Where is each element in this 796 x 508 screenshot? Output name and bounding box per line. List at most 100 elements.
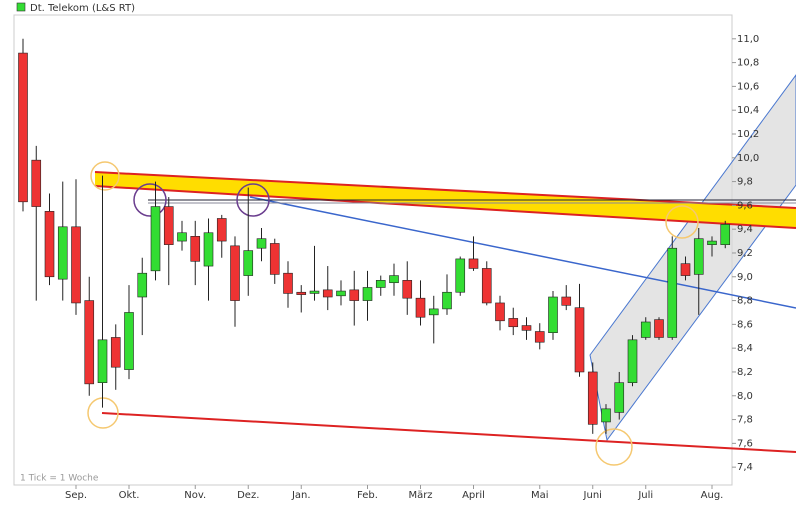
y-tick-label: 9,0 — [737, 272, 753, 283]
candle-body — [614, 382, 625, 413]
candle-body — [296, 291, 307, 295]
candle-body — [190, 236, 201, 262]
candle-body — [177, 232, 187, 242]
y-tick-label: 9,6 — [737, 200, 753, 211]
candle-body — [521, 325, 532, 331]
candle-body — [654, 319, 664, 338]
candle-body — [336, 290, 346, 297]
candle-body — [137, 272, 148, 298]
candle-body — [495, 302, 505, 322]
x-tick-label: Nov. — [184, 490, 206, 501]
candle-body — [640, 321, 651, 338]
y-tick-label: 10,2 — [737, 129, 759, 140]
candle-body — [428, 308, 439, 316]
candle-body — [693, 238, 704, 275]
candle-body — [468, 258, 479, 269]
marker-circle — [236, 183, 270, 217]
y-tick-label: 11,0 — [737, 34, 759, 45]
y-tick-label: 7,8 — [737, 415, 753, 426]
y-tick-label: 10,0 — [737, 153, 759, 164]
candle-body — [283, 272, 293, 294]
y-tick-label: 9,2 — [737, 248, 753, 259]
y-tick-label: 8,0 — [737, 391, 753, 402]
trend-line — [101, 412, 796, 453]
y-tick-label: 10,4 — [737, 105, 759, 116]
candle-body — [269, 243, 280, 275]
drawings — [87, 74, 796, 466]
y-tick-label: 9,8 — [737, 177, 753, 188]
x-tick-label: Sep. — [65, 490, 87, 501]
candle-body — [57, 226, 68, 280]
x-tick-label: Dez. — [237, 490, 259, 501]
candle-body — [110, 337, 121, 368]
candle-body — [534, 331, 545, 343]
candles — [18, 38, 731, 434]
x-tick-label: Mai — [531, 490, 549, 501]
marker-circle — [133, 183, 167, 217]
x-tick-label: März — [408, 490, 432, 501]
candle-body — [362, 287, 373, 301]
candle-body — [97, 339, 108, 383]
candle-body — [561, 296, 572, 306]
candle-body — [415, 297, 426, 318]
x-tick-label: Jan. — [291, 490, 311, 501]
candle-body — [455, 258, 466, 293]
candle-body — [203, 232, 214, 267]
candle-body — [322, 289, 333, 298]
candle-body — [216, 218, 227, 242]
x-tick-label: April — [462, 490, 485, 501]
x-tick-label: Okt. — [119, 490, 140, 501]
legend-swatch — [16, 2, 26, 12]
marker-circle — [665, 205, 699, 239]
y-tick-label: 10,8 — [737, 58, 759, 69]
y-tick-label: 8,8 — [737, 296, 753, 307]
candle-body — [667, 247, 678, 338]
candle-body — [548, 296, 558, 333]
candle-body — [349, 289, 360, 301]
y-tick-label: 8,2 — [737, 367, 753, 378]
x-tick-label: Juli — [637, 490, 653, 501]
candle-body — [31, 159, 42, 207]
y-tick-label: 9,4 — [737, 224, 753, 235]
candle-body — [627, 339, 638, 383]
candle-body — [150, 206, 161, 272]
trend-line — [94, 171, 796, 209]
x-tick-label: Aug. — [701, 490, 724, 501]
trend-line — [249, 196, 796, 309]
candle-body — [309, 290, 320, 294]
candle-body — [587, 371, 598, 425]
trend-line — [94, 185, 796, 229]
x-tick-label: Feb. — [357, 490, 378, 501]
y-tick-label: 8,6 — [737, 319, 753, 330]
candle-body — [601, 408, 611, 423]
candle-body — [84, 300, 95, 385]
marker-circle — [90, 161, 120, 191]
y-tick-label: 7,4 — [737, 462, 753, 473]
candle-body — [707, 240, 717, 245]
candle-body — [402, 280, 413, 299]
candle-body — [230, 245, 240, 301]
candle-body — [720, 224, 731, 245]
candle-body — [124, 312, 134, 370]
candle-body — [574, 307, 585, 373]
candle-body — [163, 206, 174, 245]
candle-body — [389, 275, 399, 284]
marker-circle — [595, 428, 633, 466]
candle-body — [44, 211, 55, 278]
candle-body — [243, 250, 254, 276]
candle-body — [18, 52, 28, 203]
candle-body — [442, 291, 452, 310]
candle-body — [71, 226, 81, 304]
y-tick-label: 10,6 — [737, 81, 759, 92]
candle-body — [256, 238, 267, 249]
chart-title: Dt. Telekom (L&S RT) — [30, 3, 135, 14]
y-tick-label: 8,4 — [737, 343, 753, 354]
candle-body — [680, 263, 691, 276]
candle-body — [375, 280, 386, 288]
candle-body — [508, 318, 519, 328]
candle-body — [481, 268, 492, 304]
note: 1 Tick = 1 Woche — [20, 474, 99, 484]
y-tick-label: 7,6 — [737, 438, 753, 449]
